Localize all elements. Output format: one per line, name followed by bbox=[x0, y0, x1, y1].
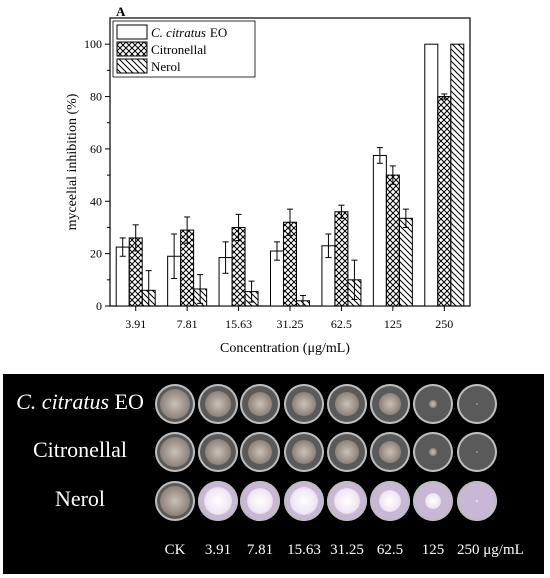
fungal-colony bbox=[429, 400, 437, 408]
legend-label-c-citratus-italic: C. citratus bbox=[151, 25, 206, 40]
error-bar bbox=[235, 213, 242, 242]
fungal-colony bbox=[248, 440, 272, 464]
photo-row-label-text: Citronellal bbox=[32, 437, 128, 462]
legend-swatch-nerol bbox=[116, 58, 148, 74]
error-bars bbox=[119, 93, 448, 307]
x-tick-label: 15.63 bbox=[225, 317, 252, 331]
fungal-colony bbox=[292, 392, 316, 416]
y-axis-label: myceelial inhibition (%) bbox=[65, 93, 80, 230]
legend-label-c-citratus: C. citratus EO bbox=[151, 25, 227, 40]
x-tick-label: 7.81 bbox=[177, 317, 198, 331]
y-axis: 0 20 40 60 80 100 bbox=[84, 37, 110, 313]
fungal-colony bbox=[379, 490, 401, 512]
fungal-colony bbox=[429, 448, 437, 456]
fungal-colony bbox=[160, 486, 190, 516]
error-bar bbox=[197, 274, 204, 304]
legend-label-nerol: Nerol bbox=[151, 59, 181, 74]
fungal-colony bbox=[334, 488, 360, 514]
fungal-colony bbox=[205, 439, 231, 465]
error-bar bbox=[274, 241, 280, 261]
legend-swatch-citronellal bbox=[116, 41, 148, 57]
bar bbox=[450, 43, 465, 307]
photo-row-label: Citronellal bbox=[3, 437, 157, 463]
error-bar bbox=[441, 93, 448, 100]
y-tick-label: 0 bbox=[96, 299, 102, 313]
legend: C. citratus EO Citronellal Nerol bbox=[112, 20, 256, 78]
bar bbox=[372, 154, 387, 307]
bar bbox=[437, 96, 452, 307]
fungal-colony bbox=[335, 440, 359, 464]
fungal-colony bbox=[160, 389, 190, 419]
bar bbox=[334, 211, 349, 307]
fungal-colony bbox=[292, 440, 316, 464]
error-bar bbox=[351, 259, 358, 300]
fungal-colony bbox=[290, 487, 318, 515]
bar bbox=[424, 43, 439, 307]
photo-column-label: 31.25 bbox=[330, 542, 364, 558]
legend-swatch-c-citratus bbox=[116, 24, 148, 40]
fungal-colony bbox=[476, 451, 478, 453]
bars bbox=[115, 43, 465, 307]
bar bbox=[385, 174, 400, 307]
error-bar bbox=[338, 204, 345, 219]
panel-label: A bbox=[116, 4, 126, 19]
x-axis-label: Concentration (μg/mL) bbox=[220, 341, 350, 356]
photo-column-label: 125 bbox=[421, 542, 445, 558]
photo-column-label: 62.5 bbox=[376, 542, 404, 558]
error-bar bbox=[132, 224, 139, 252]
photo-row-label-text: EO bbox=[109, 389, 144, 414]
petri-dish-photo: C. citratus EO Citronellal Nerol CK 3.91 7.8… bbox=[3, 374, 544, 574]
photo-row-label-italic: C. citratus bbox=[16, 389, 110, 414]
error-bar bbox=[389, 165, 396, 185]
x-tick-label: 3.91 bbox=[125, 317, 146, 331]
fungal-colony bbox=[379, 393, 401, 415]
fungal-colony bbox=[160, 437, 190, 467]
fungal-colony bbox=[248, 392, 272, 416]
photo-column-label: 3.91 bbox=[204, 542, 232, 558]
x-axis: 3.91 7.81 15.63 31.25 62.5 125 250 bbox=[125, 306, 453, 331]
y-tick-label: 40 bbox=[90, 194, 102, 208]
error-bar bbox=[222, 241, 229, 274]
fungal-colony bbox=[205, 391, 231, 417]
y-tick-label: 60 bbox=[90, 142, 102, 156]
error-bar bbox=[402, 208, 409, 228]
error-bar bbox=[287, 208, 293, 236]
error-bar bbox=[248, 280, 255, 303]
photo-column-label: 15.63 bbox=[287, 542, 321, 558]
photo-column-label: CK bbox=[164, 542, 186, 558]
error-bar bbox=[171, 233, 178, 280]
x-tick-label: 125 bbox=[384, 317, 402, 331]
x-tick-label: 250 bbox=[435, 317, 453, 331]
x-tick-label: 62.5 bbox=[331, 317, 352, 331]
fungal-colony bbox=[476, 500, 478, 502]
legend-label-citronellal: Citronellal bbox=[151, 42, 207, 57]
y-tick-label: 20 bbox=[90, 247, 102, 261]
photo-column-label: 7.81 bbox=[246, 542, 274, 558]
error-bar bbox=[119, 237, 126, 257]
y-tick-label: 80 bbox=[90, 90, 102, 104]
error-bar bbox=[184, 216, 191, 244]
y-tick-label: 100 bbox=[84, 37, 102, 51]
fungal-colony bbox=[247, 488, 273, 514]
error-bar bbox=[325, 233, 332, 259]
error-bar bbox=[376, 147, 383, 164]
photo-row-label-text: Nerol bbox=[54, 486, 106, 511]
error-bar bbox=[300, 295, 306, 307]
bar bbox=[398, 217, 413, 307]
fungal-colony bbox=[425, 493, 441, 509]
photo-row-label: Nerol bbox=[3, 486, 157, 512]
fungal-colony bbox=[335, 392, 359, 416]
photo-row-label: C. citratus EO bbox=[3, 389, 157, 415]
photo-column-label: 250 μg/mL bbox=[457, 542, 524, 558]
fungal-colony bbox=[204, 487, 232, 515]
fungal-colony bbox=[476, 403, 478, 405]
fungal-colony bbox=[379, 441, 401, 463]
legend-label-c-citratus-suffix: EO bbox=[210, 25, 227, 40]
bar-chart: A 0 20 40 60 80 100 3.91 7.81 15.63 31.25 62.5 125… bbox=[65, 4, 471, 356]
error-bar bbox=[145, 270, 152, 307]
x-tick-label: 31.25 bbox=[277, 317, 304, 331]
